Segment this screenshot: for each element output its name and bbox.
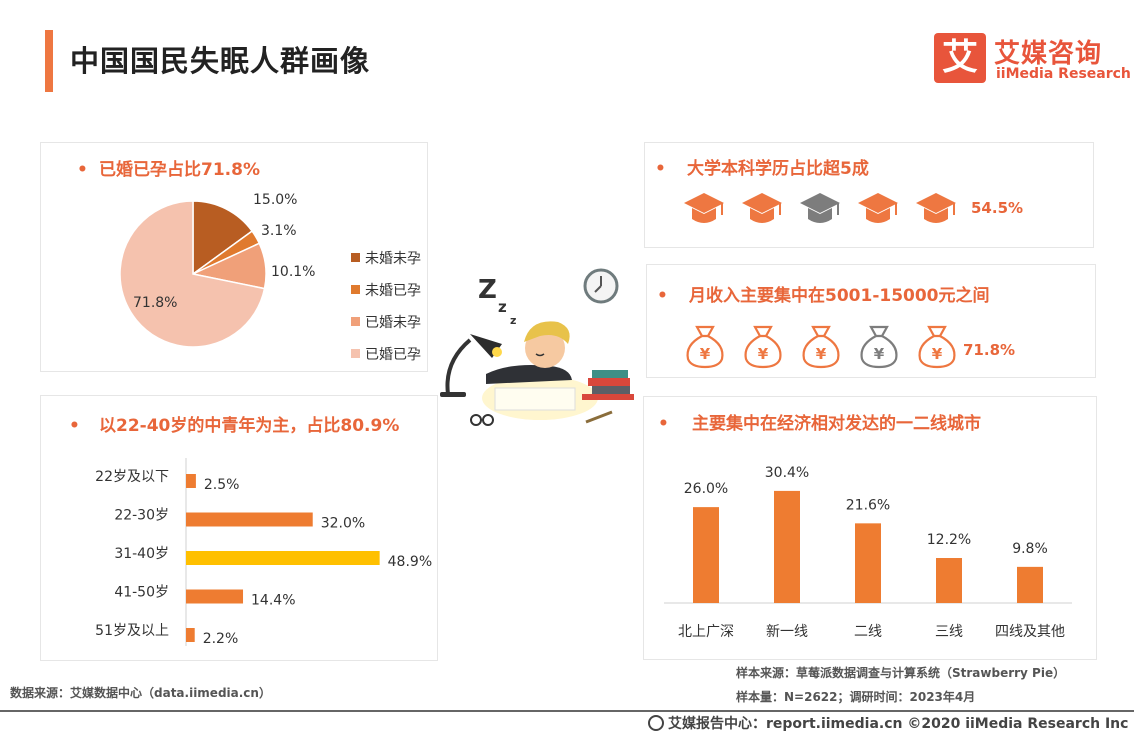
footer-divider [0,710,1134,712]
money-bag-icon-3: ¥ [860,325,898,369]
pie-label-2: 10.1% [271,264,315,280]
graduation-cap-icon-1 [742,193,782,223]
city-value-2: 21.6% [846,497,890,513]
city-bar-4 [1017,566,1043,603]
city-bar-1 [774,490,800,603]
age-bar-0 [186,474,196,488]
age-panel: • 以22-40岁的中青年为主，占比80.9% 22岁及以下 2.5% 22-30岁 3… [40,395,438,661]
city-category-2: 二线 [854,624,882,640]
age-bar-2 [186,551,380,565]
income-panel: • 月收入主要集中在5001-15000元之间 ¥ ¥ ¥ ¥ ¥71.8% [646,264,1096,378]
city-category-3: 三线 [935,624,963,640]
education-value: 54.5% [971,199,1023,217]
city-bar-2 [855,523,881,603]
age-bar-4 [186,628,195,642]
age-value-2: 48.9% [388,554,432,570]
data-source-note: 数据来源：艾媒数据中心（data.iimedia.cn） [10,686,271,700]
age-panel-title: • 以22-40岁的中青年为主，占比80.9% [69,416,400,436]
logo-icon: 艾 [934,33,986,83]
legend-swatch-3 [351,349,360,358]
svg-text:¥: ¥ [874,345,885,363]
age-category-4: 51岁及以上 [95,623,169,639]
sample-source-note: 样本来源：草莓派数据调查与计算系统（Strawberry Pie） [736,666,1066,680]
sample-size-note: 样本量：N=2622；调研时间：2023年4月 [736,690,976,704]
graduation-cap-icon-3 [858,193,898,223]
sleeping-person-illustration: Z z z [440,268,634,426]
svg-text:¥: ¥ [932,345,943,363]
marriage-panel-title: • 已婚已孕占比71.8% [77,160,260,180]
legend-label-3: 已婚已孕 [365,347,421,363]
money-bag-icon-1: ¥ [744,325,782,369]
footer-text: 艾媒报告中心：report.iimedia.cn ©2020 iiMedia R… [648,713,1128,733]
book-stack-icon [582,370,634,400]
svg-text:¥: ¥ [816,345,827,363]
money-bag-icon-2: ¥ [802,325,840,369]
legend-swatch-1 [351,285,360,294]
legend-swatch-0 [351,253,360,262]
city-value-3: 12.2% [927,532,971,548]
globe-icon [648,715,664,731]
title-accent-bar [45,30,53,92]
legend-label-2: 已婚未孕 [365,315,421,331]
city-bar-0 [693,507,719,603]
income-icon-row: ¥ ¥ ¥ ¥ ¥71.8% [686,325,1015,369]
city-panel: • 主要集中在经济相对发达的一二线城市 26.0% 北上广深 30.4% 新一线 21.6… [643,396,1097,660]
pie-slice-3 [119,200,266,348]
city-value-1: 30.4% [765,465,809,481]
city-value-4: 9.8% [1012,541,1048,557]
legend-label-0: 未婚未孕 [365,251,421,267]
education-panel: • 大学本科学历占比超5成 54.5% [644,142,1094,248]
city-bar-3 [936,558,962,603]
education-icon-row: 54.5% [684,193,1023,223]
pie-label-3: 71.8% [133,295,177,311]
age-category-1: 22-30岁 [114,508,169,524]
money-bag-icon-0: ¥ [686,325,724,369]
age-category-0: 22岁及以下 [95,469,169,485]
glasses-icon [470,414,494,426]
graduation-cap-icon-4 [916,193,956,223]
age-bar-3 [186,589,244,604]
desk-lamp-icon [440,334,502,397]
pie-label-0: 15.0% [253,192,297,208]
svg-text:¥: ¥ [700,345,711,363]
age-bar-chart: 22岁及以下 2.5% 22-30岁 32.0% 31-40岁 48.9% 41-50岁 14… [95,458,432,647]
legend-label-1: 未婚已孕 [365,283,421,299]
age-bar-1 [186,512,313,527]
city-category-4: 四线及其他 [995,624,1065,640]
money-bag-icon-4: ¥ [918,325,956,369]
city-category-1: 新一线 [766,624,808,640]
age-category-3: 41-50岁 [114,585,169,601]
pie-label-1: 3.1% [261,223,297,239]
age-value-0: 2.5% [204,477,240,493]
logo-text-en: iiMedia Research [996,66,1131,82]
sleep-z-small: z [510,314,516,327]
graduation-cap-icon-0 [684,193,724,223]
sleep-z-large: Z [478,275,497,305]
pie-slice-0 [192,200,254,276]
marriage-panel: • 已婚已孕占比71.8% 15.0% 3.1% 10.1% 71.8% 未婚未孕未婚已孕… [40,142,428,372]
svg-text:¥: ¥ [758,345,769,363]
income-value: 71.8% [963,341,1015,359]
age-value-4: 2.2% [203,631,239,647]
logo-text-cn: 艾媒咨询 [994,39,1103,69]
income-panel-title: • 月收入主要集中在5001-15000元之间 [657,286,990,306]
city-value-0: 26.0% [684,481,728,497]
education-panel-title: • 大学本科学历占比超5成 [655,159,869,179]
city-category-0: 北上广深 [678,624,734,640]
sleep-z-medium: z [498,298,507,316]
city-bar-chart: 26.0% 北上广深 30.4% 新一线 21.6% 二线 12.2% 三线 9.8% 四线及其他 [664,465,1072,640]
graduation-cap-icon-2 [800,193,840,223]
legend-swatch-2 [351,317,360,326]
page-title: 中国国民失眠人群画像 [70,44,371,78]
clock-icon [583,268,619,304]
age-category-2: 31-40岁 [114,546,169,562]
city-panel-title: • 主要集中在经济相对发达的一二线城市 [658,414,981,434]
pencil-icon [585,410,613,424]
age-value-1: 32.0% [321,516,365,532]
age-value-3: 14.4% [251,593,295,609]
